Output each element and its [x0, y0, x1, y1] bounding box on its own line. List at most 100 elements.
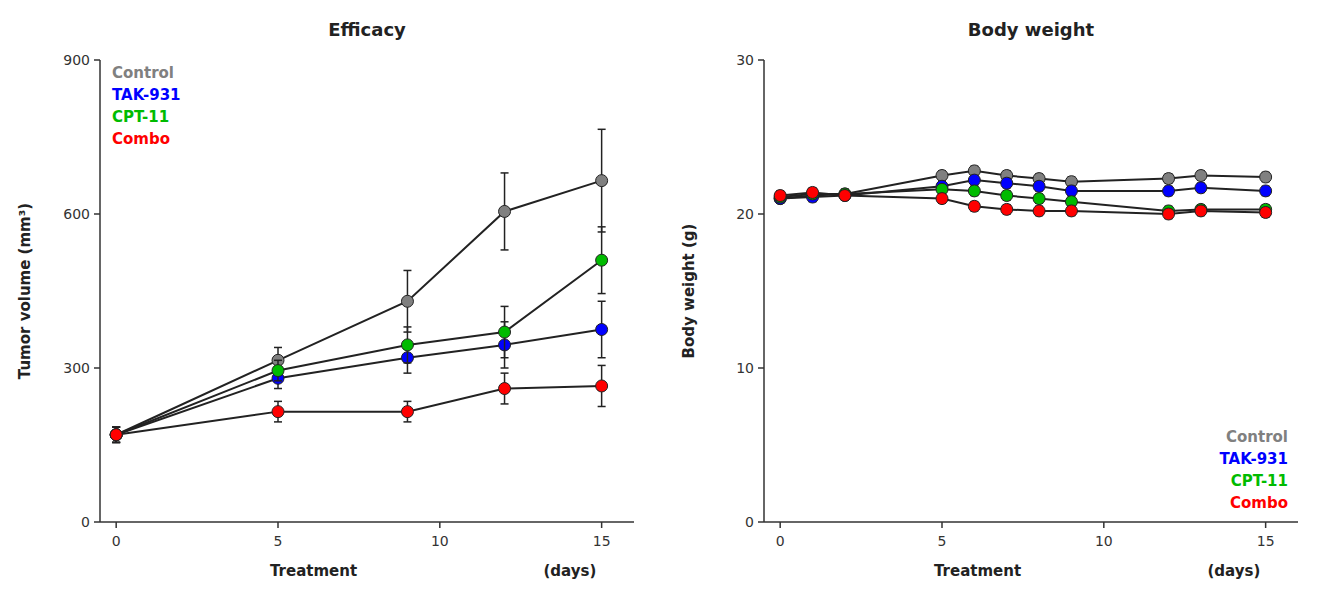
y-tick	[94, 213, 100, 215]
x-tick-label: 15	[593, 533, 611, 549]
x-tick-label: 5	[274, 533, 283, 549]
error-cap	[598, 406, 606, 408]
error-cap	[112, 426, 120, 428]
marker	[1001, 203, 1013, 215]
error-cap	[112, 426, 120, 428]
marker	[401, 295, 413, 307]
marker	[1001, 177, 1013, 189]
x-tick	[941, 522, 943, 528]
error-cap	[501, 249, 509, 251]
error-cap	[501, 367, 509, 369]
error-cap	[112, 426, 120, 428]
x-tick	[115, 522, 117, 528]
error-cap	[403, 421, 411, 423]
series-line	[780, 192, 1265, 214]
error-cap	[501, 172, 509, 174]
marker	[272, 365, 284, 377]
marker	[839, 190, 851, 202]
marker	[1260, 171, 1272, 183]
series-line	[780, 189, 1265, 211]
legend: ControlTAK-931CPT-11Combo	[1219, 428, 1288, 512]
plot-area	[774, 165, 1271, 220]
series-line	[116, 330, 601, 435]
marker	[1163, 208, 1175, 220]
marker	[1033, 180, 1045, 192]
marker	[839, 190, 851, 202]
marker	[968, 200, 980, 212]
error-cap	[112, 442, 120, 444]
error-cap	[403, 372, 411, 374]
marker	[774, 190, 786, 202]
y-axis	[99, 60, 101, 522]
y-tick-label: 10	[736, 360, 754, 376]
legend-entry: TAK-931	[112, 86, 181, 104]
marker	[1163, 185, 1175, 197]
legend-entry: Combo	[112, 130, 170, 148]
y-tick-label: 300	[63, 360, 90, 376]
marker	[110, 429, 122, 441]
error-cap	[501, 403, 509, 405]
y-tick	[94, 521, 100, 523]
legend: ControlTAK-931CPT-11Combo	[112, 64, 181, 148]
x-tick	[1265, 522, 1267, 528]
marker	[1033, 205, 1045, 217]
error-cap	[274, 388, 282, 390]
marker	[1195, 182, 1207, 194]
y-tick-label: 900	[63, 52, 90, 68]
y-tick	[758, 367, 764, 369]
x-tick-label: 10	[1095, 533, 1113, 549]
marker	[1033, 193, 1045, 205]
error-cap	[403, 362, 411, 364]
y-tick-label: 20	[736, 206, 754, 222]
x-tick-label: 0	[112, 533, 121, 549]
y-tick	[758, 521, 764, 523]
error-cap	[501, 306, 509, 308]
x-tick-label: 15	[1257, 533, 1275, 549]
x-tick-label: 0	[776, 533, 785, 549]
error-cap	[598, 226, 606, 228]
error-cap	[274, 360, 282, 362]
error-cap	[598, 357, 606, 359]
marker	[1163, 173, 1175, 185]
error-cap	[112, 442, 120, 444]
legend-entry: CPT-11	[1231, 472, 1288, 490]
error-cap	[598, 129, 606, 131]
marker	[596, 254, 608, 266]
x-tick	[277, 522, 279, 528]
error-cap	[598, 301, 606, 303]
panel: Body weight0102030051015Body weight (g)T…	[680, 19, 1298, 580]
marker	[1065, 185, 1077, 197]
error-cap	[403, 401, 411, 403]
title: Body weight	[968, 19, 1095, 40]
error-cap	[274, 421, 282, 423]
error-cap	[274, 401, 282, 403]
legend-entry: Combo	[1230, 494, 1288, 512]
y-tick-label: 0	[745, 514, 754, 530]
y-tick	[94, 367, 100, 369]
chart-canvas: Efficacy0300600900051015Tumor volume (mm…	[0, 0, 1328, 607]
error-cap	[403, 270, 411, 272]
error-cap	[501, 372, 509, 374]
marker	[110, 429, 122, 441]
error-cap	[112, 442, 120, 444]
error-cap	[274, 347, 282, 349]
x-axis-label: Treatment	[270, 562, 357, 580]
marker	[401, 339, 413, 351]
x-tick	[1103, 522, 1105, 528]
y-axis	[763, 60, 765, 522]
marker	[499, 205, 511, 217]
legend-entry: TAK-931	[1219, 450, 1288, 468]
marker	[596, 175, 608, 187]
marker	[936, 170, 948, 182]
plot-area	[110, 129, 607, 442]
marker	[1195, 170, 1207, 182]
y-tick	[758, 59, 764, 61]
series-line	[116, 386, 601, 435]
y-axis-label: Tumor volume (mm³)	[16, 203, 34, 379]
marker	[110, 429, 122, 441]
marker	[1260, 206, 1272, 218]
y-tick-label: 30	[736, 52, 754, 68]
x-axis-label: (days)	[544, 562, 597, 580]
marker	[499, 326, 511, 338]
marker	[1001, 190, 1013, 202]
